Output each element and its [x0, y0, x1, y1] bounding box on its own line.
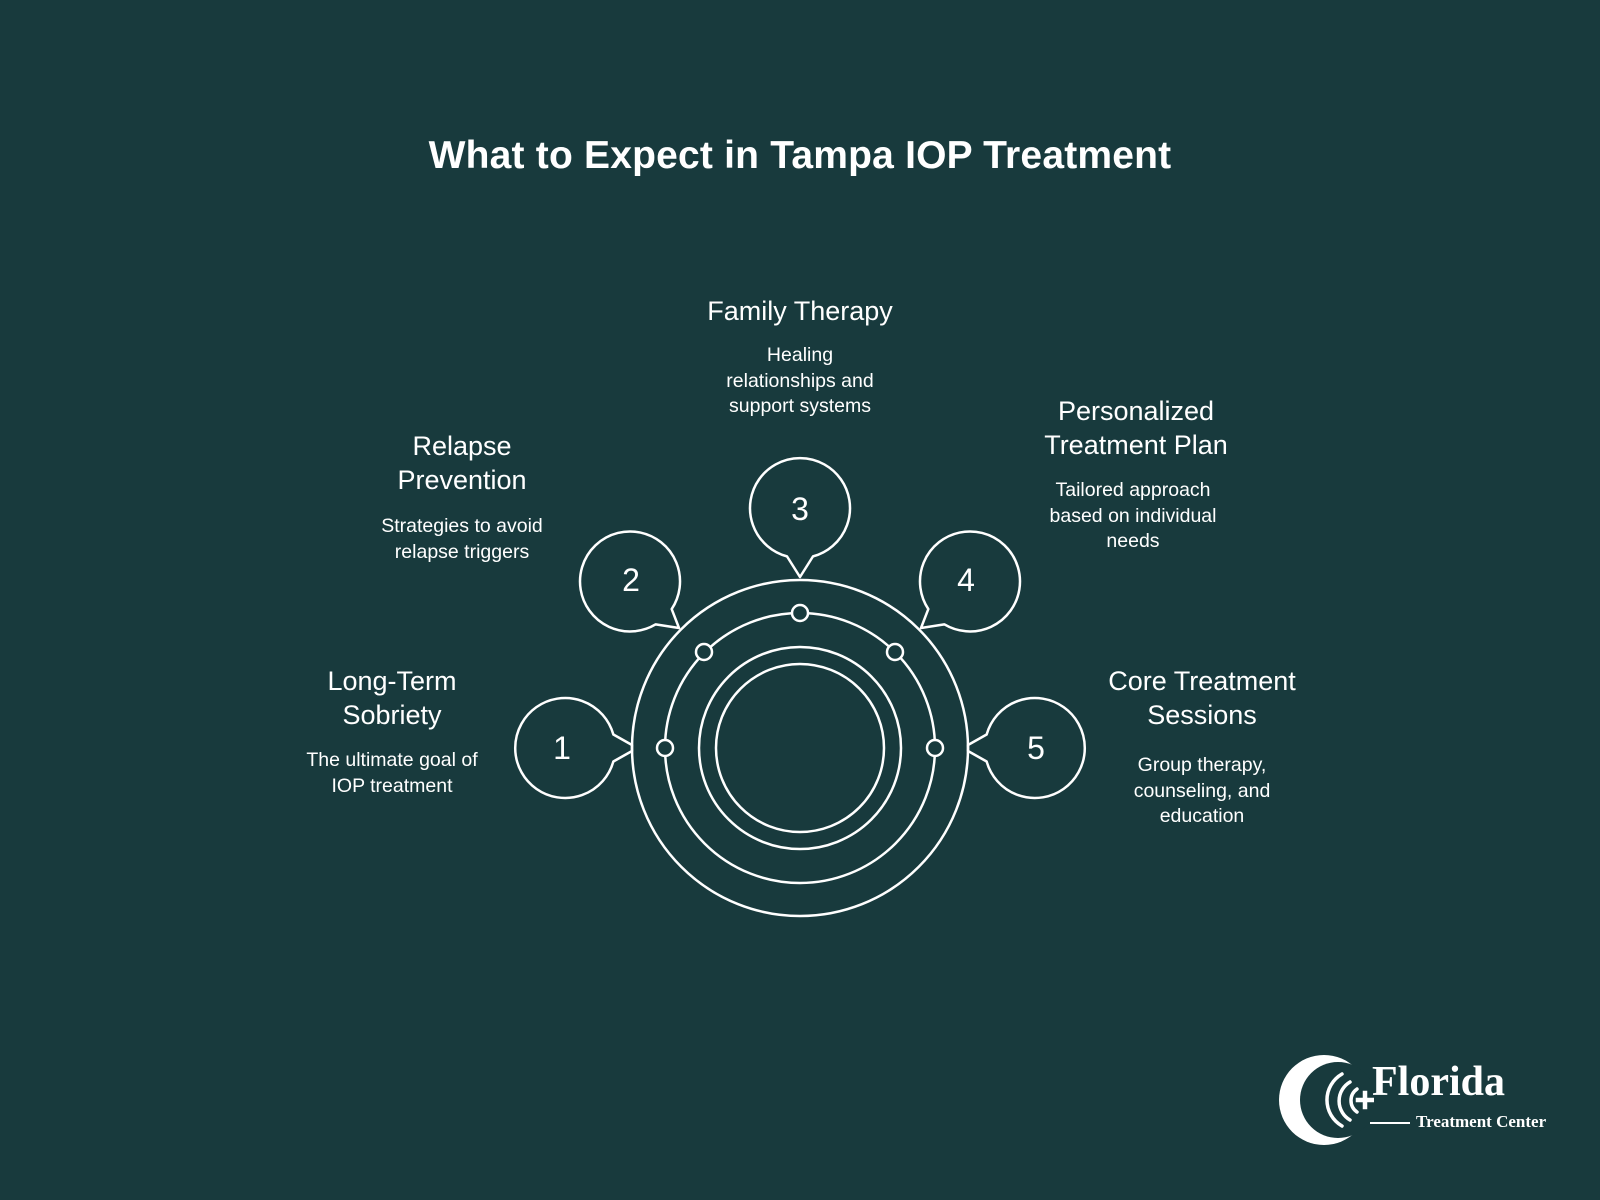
step-5-heading: Core Treatment Sessions	[1108, 666, 1296, 730]
step-1-heading: Long-Term Sobriety	[327, 666, 457, 730]
ring-node-5	[925, 738, 945, 758]
step-bubble-1	[514, 696, 634, 800]
step-2-heading: Relapse Prevention	[397, 431, 527, 495]
ring-node-1	[655, 738, 675, 758]
step-4-text: Personalized Treatment Plan Tailored app…	[1006, 394, 1266, 555]
inner-ring	[697, 645, 903, 851]
step-number-5: 5	[1027, 730, 1045, 766]
step-4-description: Tailored approach based on individual ne…	[1049, 479, 1217, 552]
ring-node-4	[885, 642, 905, 662]
logo-subtitle: Treatment Center	[1416, 1112, 1547, 1131]
step-5-text: Core Treatment Sessions Group therapy, c…	[1082, 664, 1322, 830]
step-number-1: 1	[553, 730, 571, 766]
step-2-description: Strategies to avoid relapse triggers	[381, 515, 543, 563]
ring-node-3	[790, 603, 810, 623]
step-1-description: The ultimate goal of IOP treatment	[306, 749, 478, 797]
step-bubble-4	[918, 530, 1022, 633]
step-3-description: Healing relationships and support system…	[726, 344, 874, 417]
logo-name: Florida	[1372, 1059, 1505, 1105]
step-bubble-2	[578, 530, 682, 633]
crescent-cross-icon	[1279, 1055, 1374, 1145]
step-bubble-5	[966, 696, 1086, 800]
logo-divider	[1370, 1122, 1410, 1124]
step-number-3: 3	[791, 491, 809, 527]
ring-node-2	[694, 642, 714, 662]
outer-ring	[630, 578, 970, 918]
step-5-description: Group therapy, counseling, and education	[1133, 754, 1271, 827]
florida-treatment-center-logo: Florida Treatment Center	[1278, 1050, 1578, 1150]
step-2-text: Relapse Prevention Strategies to avoid r…	[342, 429, 582, 565]
step-number-2: 2	[622, 562, 640, 598]
core-ring	[714, 662, 886, 834]
step-bubble-3	[748, 456, 852, 579]
step-3-text: Family Therapy Healing relationships and…	[670, 294, 930, 420]
step-1-text: Long-Term Sobriety The ultimate goal of …	[272, 664, 512, 799]
step-number-4: 4	[957, 562, 975, 598]
page-title: What to Expect in Tampa IOP Treatment	[428, 134, 1172, 177]
step-4-heading: Personalized Treatment Plan	[1044, 396, 1228, 460]
step-3-heading: Family Therapy	[707, 296, 893, 326]
